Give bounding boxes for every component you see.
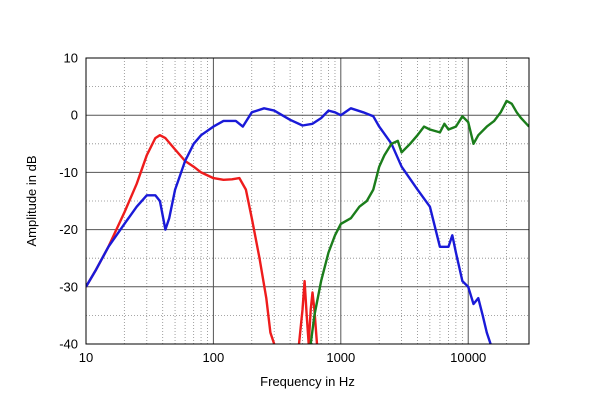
y-tick-label: 10: [64, 51, 78, 66]
y-tick-label: -30: [59, 279, 78, 294]
x-tick-label: 100: [203, 350, 225, 365]
y-tick-labels: 10 0 -10 -20 -30 -40: [59, 51, 78, 352]
plot-frame: [85, 57, 530, 345]
x-tick-label: 1000: [326, 350, 355, 365]
x-tick-label: 10000: [450, 350, 486, 365]
y-tick-label: -40: [59, 337, 78, 352]
series-line-3: [86, 107, 492, 344]
x-tick-label: 10: [79, 350, 93, 365]
y-tick-label: -20: [59, 222, 78, 237]
y-tick-label: -10: [59, 165, 78, 180]
x-axis-label: Frequency in Hz: [260, 374, 355, 389]
series-line-1: [86, 134, 276, 344]
y-tick-label: 0: [71, 108, 78, 123]
grid: [86, 58, 529, 344]
x-tick-labels: 10 100 1000 10000: [79, 350, 487, 365]
series-line-2: [297, 279, 319, 344]
y-axis-label: Amplitude in dB: [24, 155, 39, 246]
series-line-4: [309, 99, 529, 344]
series-group: [86, 99, 529, 344]
